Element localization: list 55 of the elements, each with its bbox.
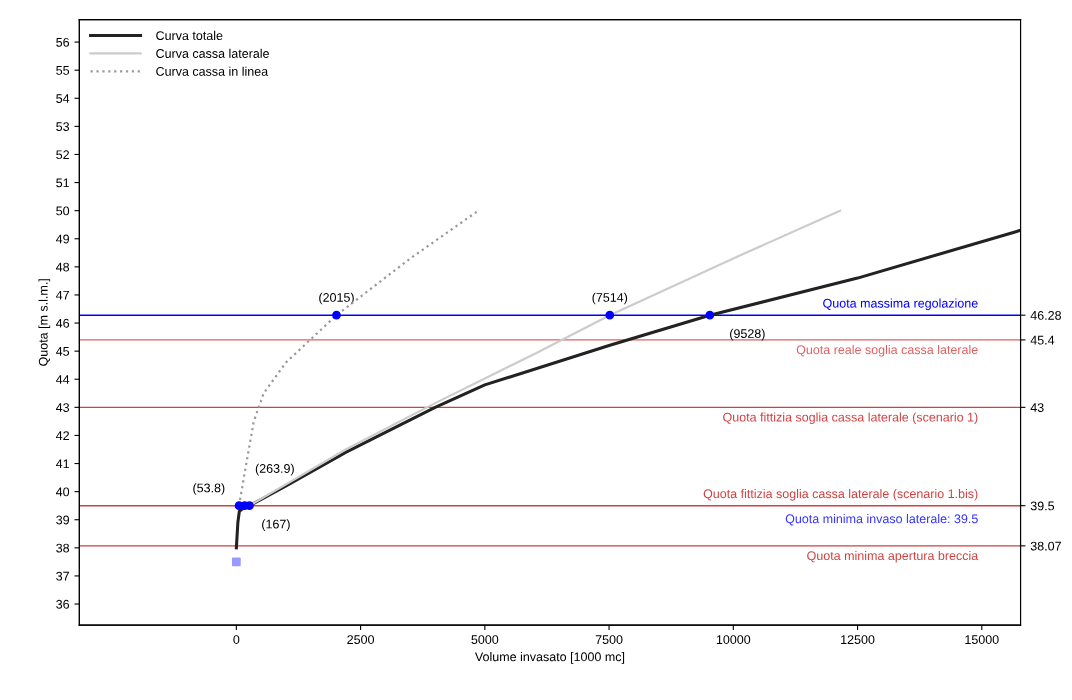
y-tick-label: 50 [56,206,70,216]
annotation: (263.9) [255,463,294,476]
line-series [234,228,1021,550]
y-tick-label: 56 [56,37,70,47]
y-tick-label: 48 [55,262,70,272]
ref-line-label: Quota fittizia soglia cassa laterale (scenario 1.bis) [703,488,978,501]
y-tick-label: 45 [55,347,70,356]
point [332,310,341,320]
y2-tick-label: 43 [1030,403,1044,412]
y2-tick-label: 39.5 [1030,501,1055,511]
x-tick-label: 7500 [595,635,623,644]
legend-label: Curva cassa laterale [156,48,269,58]
legend-label: Curva totale [156,30,223,41]
x-tick-label: 10000 [716,635,751,644]
x-tick-label: 2500 [347,635,375,644]
ref-line-label: Quota minima apertura breccia [807,550,979,563]
y2-tick-label: 46.28 [1030,310,1061,320]
y-tick-label: 36 [56,599,70,609]
x-tick-label: 0 [233,635,240,644]
y-tick-label: 43 [55,403,70,412]
annotation: (7514) [592,292,628,305]
y2-tick-label: 45.4 [1030,335,1055,345]
y-tick-label: 46 [55,318,70,328]
annotation: (2015) [319,292,354,305]
y-tick-label: 51 [56,178,69,188]
y-tick-label: 42 [55,431,69,440]
y2-tick-label: 38.07 [1030,541,1061,551]
annotation: Quota minima invaso laterale: 39.5 [785,514,978,526]
y-tick-label: 47 [55,290,69,300]
y-tick-label: 37 [56,571,69,581]
ref-line-label: Quota fittizia soglia cassa laterale (scenario 1) [723,412,978,425]
legend-label: Curva cassa in linea [156,66,269,76]
y-tick-label: 39 [56,515,70,525]
y-tick-label: 49 [55,234,70,244]
y-tick-label: 41 [55,459,69,469]
ref-line-label: Quota massima regolazione [823,298,978,311]
annotation: (9528) [730,328,765,341]
y-tick-label: 40 [55,487,70,497]
y-tick-label: 53 [56,122,70,132]
point [705,310,715,320]
annotation: (167) [262,519,290,531]
y-tick-label: 38 [56,543,70,553]
y-tick-label: 44 [55,375,70,384]
point [231,557,241,567]
ref-line-label: Quota reale soglia cassa laterale [796,344,978,357]
x-axis-title: Volume invasato [1000 mc] [474,652,625,664]
y-tick-label: 52 [56,150,69,160]
y-tick-label: 54 [56,94,70,103]
point [605,310,615,320]
y-axis-title: Quota [m s.l.m.] [38,279,51,366]
y-tick-label: 55 [56,66,70,75]
x-tick-label: 12500 [841,635,875,644]
annotation: (53.8) [193,483,225,495]
x-tick-label: 5000 [471,635,499,644]
x-tick-label: 15000 [965,635,999,644]
